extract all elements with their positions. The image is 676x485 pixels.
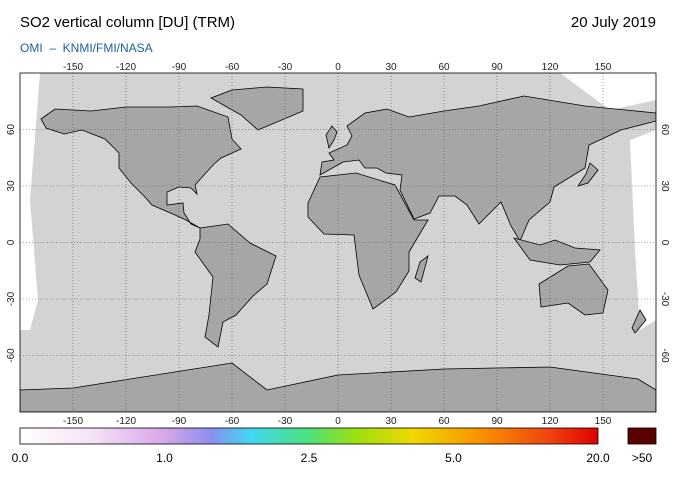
north-america [40, 105, 242, 229]
lon-tick-label: -150 [63, 416, 83, 427]
lon-tick-label: -120 [116, 62, 136, 73]
lon-tick-label: 0 [335, 62, 341, 73]
title: SO2 vertical column [DU] (TRM) [20, 14, 235, 31]
lon-tick-label: 150 [595, 416, 612, 427]
lat-tick-label: -30 [6, 291, 17, 306]
lat-tick-label: 0 [659, 240, 670, 246]
lon-tick-label: 150 [595, 62, 612, 73]
lon-tick-label: 120 [542, 416, 559, 427]
greenland [210, 86, 304, 131]
madagascar [414, 254, 429, 283]
lat-tick-label: -30 [659, 292, 670, 307]
lon-tick-label: -30 [278, 416, 293, 427]
eurasia [319, 95, 656, 242]
lon-tick-label: 90 [491, 62, 503, 73]
lon-tick-label: 30 [385, 416, 397, 427]
lon-tick-label: 90 [491, 416, 503, 427]
colorbar [19, 427, 599, 445]
lon-tick-label: -120 [116, 416, 136, 427]
colorbar-labels: 0.0 1.0 2.5 5.0 20.0 [12, 451, 610, 465]
lat-tick-label: 0 [6, 239, 17, 245]
lon-tick-label: 0 [335, 416, 341, 427]
subtitle: OMI – KNMI/FMI/NASA [20, 41, 153, 55]
lon-tick-label: -60 [225, 62, 240, 73]
no-data-swath [560, 73, 656, 110]
lon-tick-label: 60 [438, 62, 450, 73]
lon-tick-label: -90 [172, 62, 187, 73]
overflow-label: >50 [632, 451, 653, 465]
britain [325, 125, 338, 150]
colorbar-label: 20.0 [586, 451, 610, 465]
lon-tick-label: 30 [385, 62, 397, 73]
map-ticks: -150 -150 -120 -120 -90 -90 -60 -60 -30 -30 0 0 30 30… [6, 62, 670, 427]
lat-tick-label: 60 [6, 124, 17, 136]
map [20, 73, 656, 412]
africa [307, 172, 429, 310]
indonesia [513, 237, 601, 266]
colorbar-label: 2.5 [301, 451, 318, 465]
colorbar-overflow [627, 427, 657, 445]
colorbar-label: 5.0 [445, 451, 462, 465]
lon-tick-label: -60 [225, 416, 240, 427]
colorbar-label: 0.0 [12, 451, 29, 465]
lat-tick-label: 30 [6, 180, 17, 192]
japan [577, 162, 599, 187]
date: 20 July 2019 [571, 14, 656, 31]
lon-tick-label: -90 [172, 416, 187, 427]
colorbar-label: 1.0 [156, 451, 173, 465]
south-america [194, 223, 277, 348]
lat-tick-label: -60 [6, 348, 17, 363]
graticule [20, 73, 656, 412]
lon-tick-label: 120 [542, 62, 559, 73]
no-data-swath [630, 130, 656, 330]
lat-tick-label: 30 [659, 180, 670, 192]
no-data-swath [20, 73, 40, 330]
lat-tick-label: 60 [659, 124, 670, 136]
lat-tick-label: -60 [659, 348, 670, 363]
map-frame [19, 72, 657, 413]
lon-tick-label: 60 [438, 416, 450, 427]
lon-tick-label: -30 [278, 62, 293, 73]
lon-tick-label: -150 [63, 62, 83, 73]
new-zealand [631, 309, 647, 334]
